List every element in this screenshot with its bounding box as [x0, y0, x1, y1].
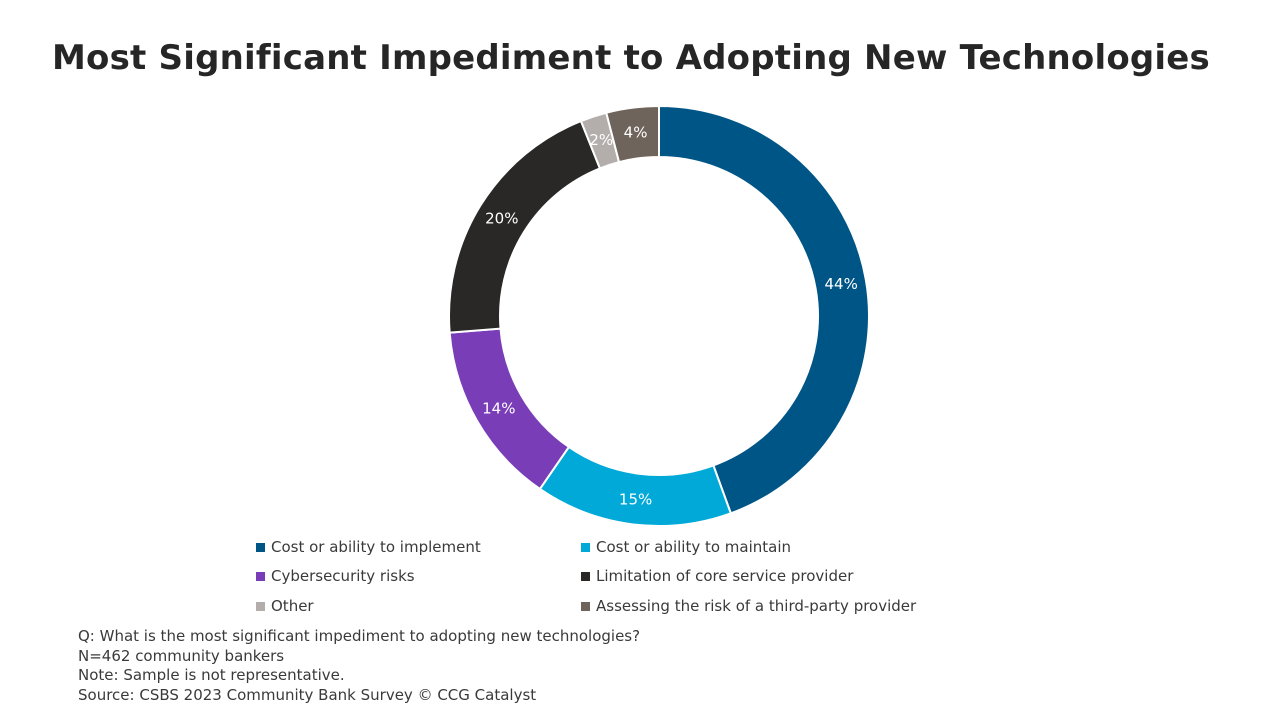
legend-swatch [581, 542, 590, 552]
donut-slice-labels: 44% 15% 14% 20% 2% 4% [482, 123, 858, 508]
legend-swatch [256, 601, 265, 611]
legend-item-core-provider: Limitation of core service provider [581, 567, 853, 585]
donut-slice-1 [538, 445, 733, 527]
legend-label: Cost or ability to implement [271, 538, 481, 556]
chart-title: Most Significant Impediment to Adopting … [52, 38, 1210, 78]
slice-data-label-0: 44% [825, 275, 858, 293]
legend-item-cost-implement: Cost or ability to implement [256, 538, 481, 556]
legend-item-cost-maintain: Cost or ability to maintain [581, 538, 791, 556]
slice-data-label-3: 20% [485, 209, 518, 227]
legend-item-cybersecurity: Cybersecurity risks [256, 567, 415, 585]
legend-swatch [256, 542, 265, 552]
donut-slice-5 [605, 104, 660, 164]
legend-swatch [581, 571, 590, 581]
legend-label: Limitation of core service provider [596, 567, 854, 585]
legend-item-other: Other [256, 597, 314, 615]
legend-label: Other [271, 597, 314, 615]
note-source: Source: CSBS 2023 Community Bank Survey … [78, 685, 537, 704]
legend-item-third-party-risk: Assessing the risk of a third-party prov… [581, 597, 916, 615]
legend-swatch [581, 601, 590, 611]
legend-label: Cost or ability to maintain [596, 538, 792, 556]
note-representativeness: Note: Sample is not representative. [78, 666, 345, 684]
slice-data-label-4: 2% [589, 131, 613, 149]
donut-slices [448, 104, 870, 527]
slice-data-label-5: 4% [624, 123, 648, 141]
donut-slice-3 [448, 119, 602, 334]
slice-data-label-1: 15% [619, 491, 652, 509]
note-question: Q: What is the most significant impedime… [78, 627, 641, 645]
legend-label: Assessing the risk of a third-party prov… [596, 597, 917, 615]
slice-data-label-2: 14% [482, 400, 515, 418]
legend-swatch [256, 571, 265, 581]
note-sample-size: N=462 community bankers [78, 646, 285, 665]
legend-label: Cybersecurity risks [271, 567, 415, 585]
donut-slice-0 [658, 104, 870, 515]
chart-notes: Q: What is the most significant impedime… [78, 627, 640, 705]
